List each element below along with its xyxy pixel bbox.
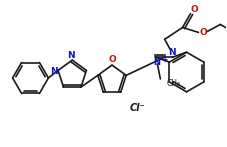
Text: +: + bbox=[161, 55, 168, 64]
Text: O: O bbox=[191, 5, 198, 14]
Text: O: O bbox=[200, 28, 207, 37]
Text: Cl⁻: Cl⁻ bbox=[130, 103, 146, 113]
Text: O: O bbox=[108, 55, 116, 64]
Text: CH₃: CH₃ bbox=[166, 79, 180, 88]
Text: N: N bbox=[153, 58, 160, 67]
Text: N: N bbox=[50, 67, 58, 76]
Text: N: N bbox=[67, 51, 75, 60]
Text: N: N bbox=[168, 48, 175, 57]
